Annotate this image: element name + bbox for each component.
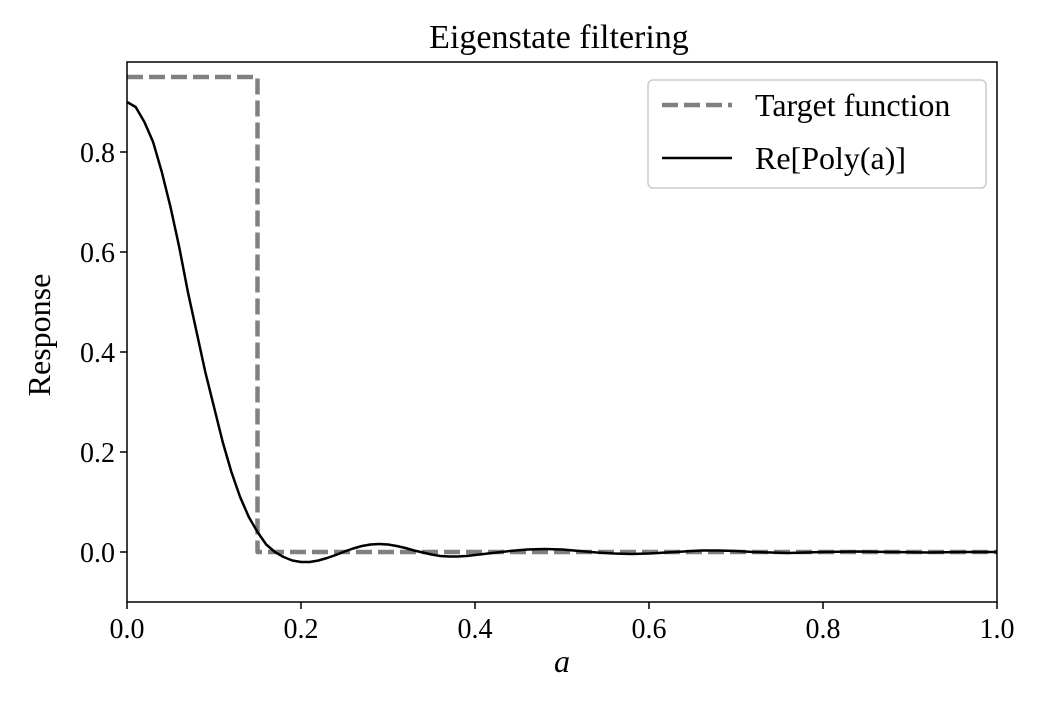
plot-area: 0.0 0.2 0.4 0.6 0.8 1.0 0.0 0.2 0.4 0.6 0.8: [80, 61, 1015, 645]
x-axis-label: a: [554, 643, 570, 679]
x-tick-label: 0.2: [284, 614, 319, 645]
legend-box: [647, 79, 987, 189]
y-axis-ticks: 0.0 0.2 0.4 0.6 0.8: [80, 138, 127, 569]
x-tick-label: 0.6: [632, 614, 667, 645]
series-line-re-poly-a: [126, 100, 997, 564]
y-tick-label: 0.2: [80, 438, 115, 469]
series-line-target-function: [127, 74, 997, 555]
series-layer: [126, 74, 997, 564]
x-axis-ticks: 0.0 0.2 0.4 0.6 0.8 1.0: [110, 602, 1015, 645]
x-tick-label: 0.8: [806, 614, 841, 645]
y-axis-label: Response: [21, 274, 57, 397]
y-tick-label: 0.8: [80, 138, 115, 169]
legend-label-target-function: Target function: [755, 87, 950, 123]
y-tick-label: 0.6: [80, 238, 115, 269]
legend-label-re-poly: Re[Poly(a)]: [755, 140, 906, 176]
legend: Target function Re[Poly(a)]: [647, 79, 987, 189]
x-tick-label: 0.4: [458, 614, 493, 645]
x-tick-label: 1.0: [980, 614, 1015, 645]
y-tick-label: 0.4: [80, 338, 115, 369]
y-tick-label: 0.0: [80, 538, 115, 569]
axes-frame: [126, 61, 998, 603]
x-tick-label: 0.0: [110, 614, 145, 645]
chart-title: Eigenstate filtering: [429, 19, 689, 56]
